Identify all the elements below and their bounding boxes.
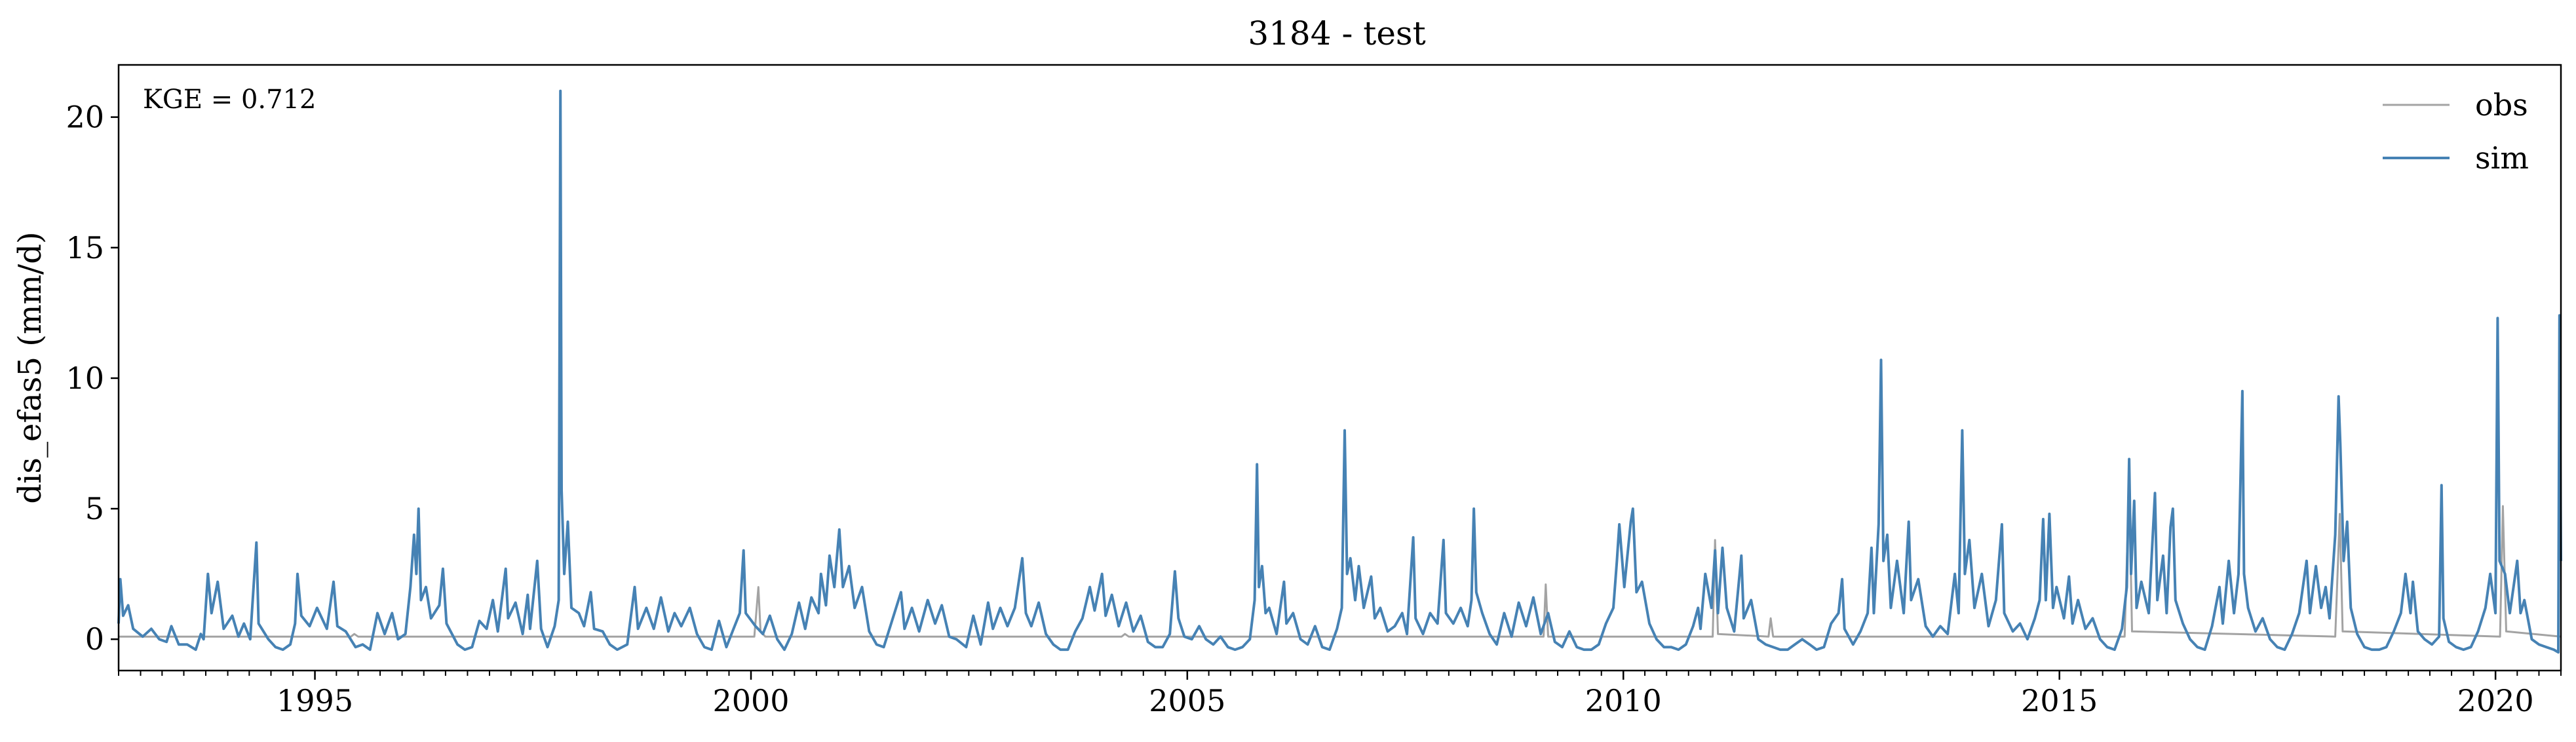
plot-frame xyxy=(119,65,2561,671)
y-tick-label: 0 xyxy=(85,621,104,657)
series-line-sim xyxy=(117,89,2562,654)
series-layer xyxy=(117,89,2562,654)
chart-title: 3184 - test xyxy=(1248,14,1425,52)
x-axis: 1995 2000 2005 2010 2015 2020 xyxy=(118,671,2562,718)
y-tick-label: 15 xyxy=(66,230,104,265)
x-tick-label: 2015 xyxy=(2021,683,2098,718)
x-tick-label: 2005 xyxy=(1149,683,1225,718)
x-tick-label: 2020 xyxy=(2457,683,2534,718)
y-tick-label: 10 xyxy=(66,361,104,396)
y-tick-label: 20 xyxy=(66,100,104,135)
legend-label-obs: obs xyxy=(2475,87,2528,123)
x-tick-label: 1995 xyxy=(277,683,353,718)
x-tick-label: 2010 xyxy=(1585,683,1662,718)
y-axis: 0 5 10 15 20 xyxy=(66,100,119,657)
plot-area xyxy=(117,64,2562,672)
legend-label-sim: sim xyxy=(2475,140,2529,176)
legend: obs sim xyxy=(2383,87,2529,176)
kge-annotation: KGE = 0.712 xyxy=(143,85,317,115)
series-line-obs xyxy=(119,481,2562,638)
y-axis-label: dis_efas5 (mm/d) xyxy=(12,231,48,503)
x-tick-label: 2000 xyxy=(712,683,789,718)
y-tick-label: 5 xyxy=(85,491,104,526)
